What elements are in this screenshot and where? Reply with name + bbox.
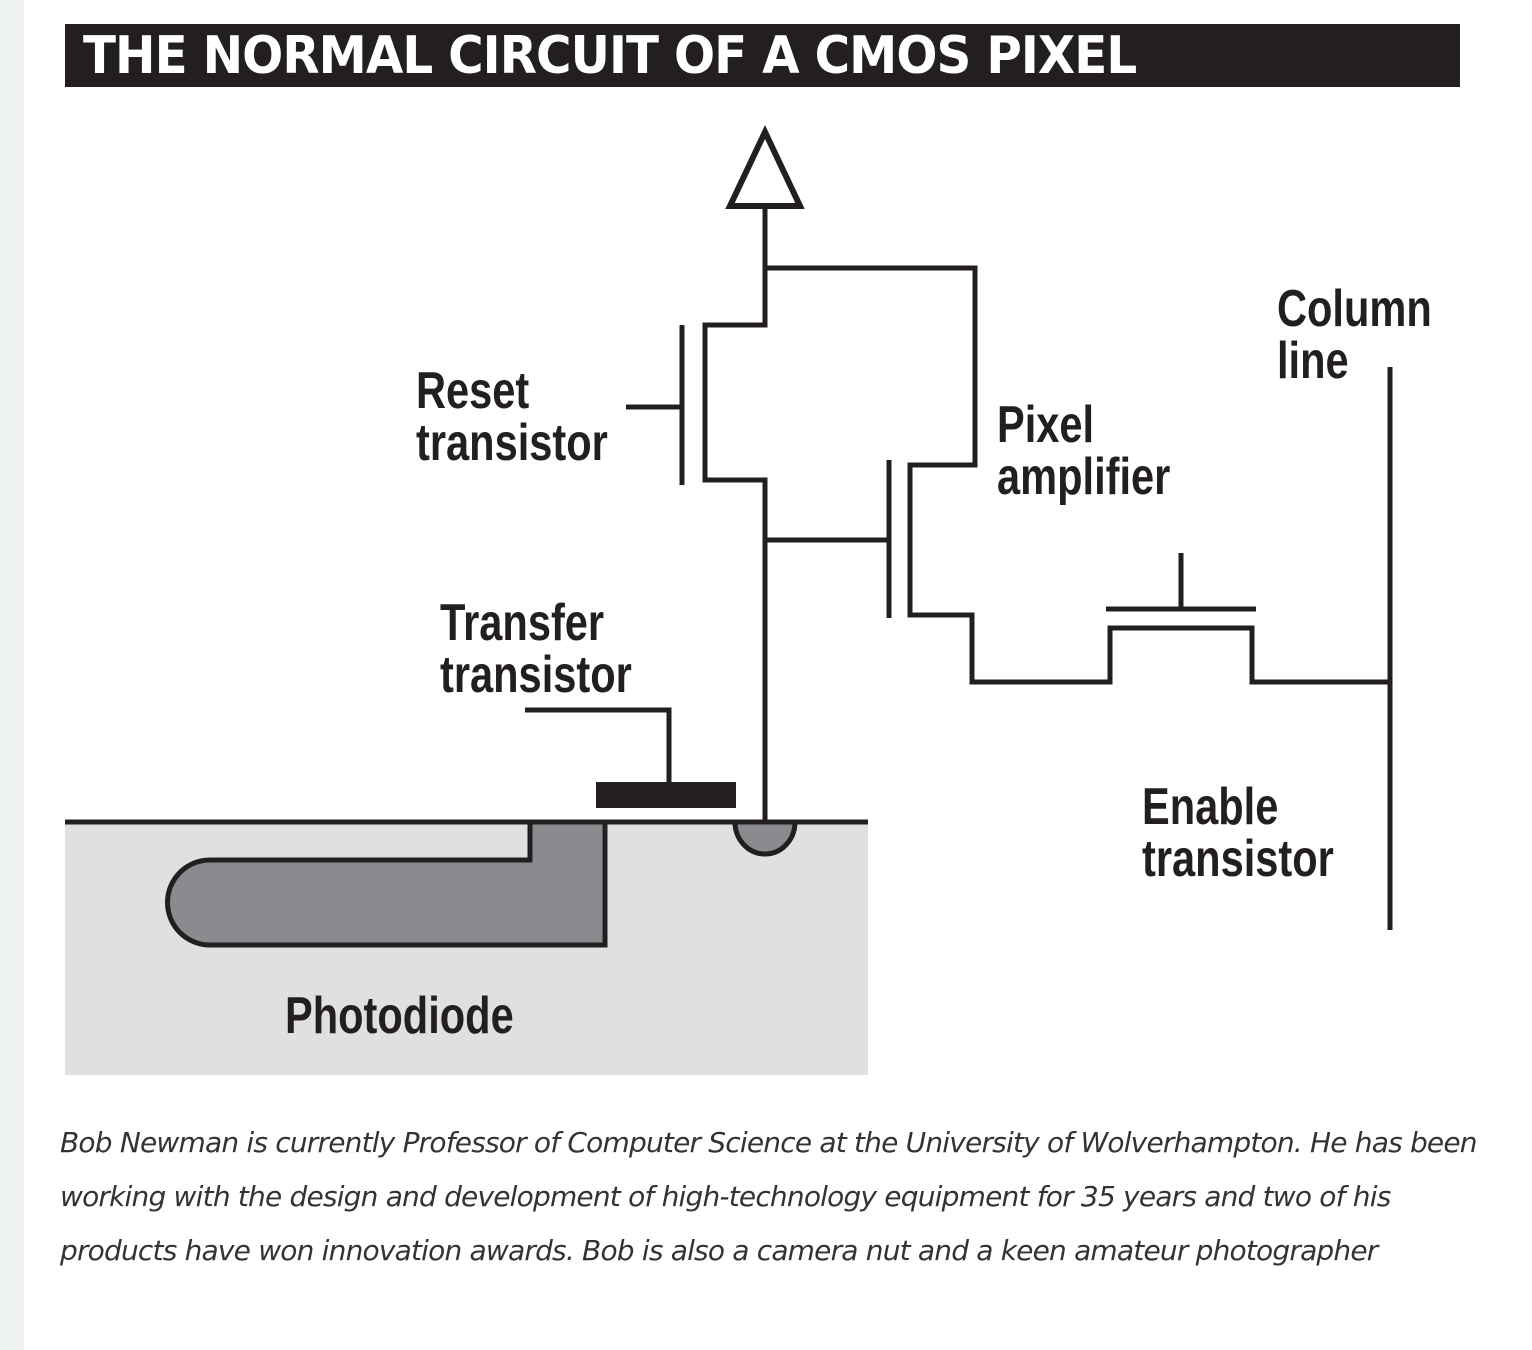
sense-node bbox=[732, 819, 798, 857]
supply-triangle bbox=[725, 124, 805, 209]
diagram-title-bar: THE NORMAL CIRCUIT OF A CMOS PIXEL bbox=[65, 24, 1460, 87]
main-node-wire bbox=[702, 207, 768, 822]
reset-label-1: Reset bbox=[416, 361, 530, 420]
transfer-wire bbox=[525, 707, 672, 782]
enable-label-1: Enable bbox=[1142, 777, 1278, 836]
column-label-2: line bbox=[1277, 331, 1349, 390]
author-bio-caption: Bob Newman is currently Professor of Com… bbox=[60, 1126, 1478, 1267]
amplifier-label-1: Pixel bbox=[997, 395, 1094, 454]
photodiode-label: Photodiode bbox=[285, 986, 514, 1045]
photodiode-region bbox=[165, 822, 608, 948]
amplifier-label-2: amplifier bbox=[997, 447, 1170, 506]
reset-label-2: transistor bbox=[416, 413, 608, 472]
transfer-gate bbox=[596, 782, 736, 808]
column-label-1: Column bbox=[1277, 279, 1432, 338]
transfer-label-2: transistor bbox=[440, 645, 632, 704]
transfer-label-1: Transfer bbox=[440, 593, 604, 652]
supply-wire bbox=[765, 265, 1390, 685]
diagram-title: THE NORMAL CIRCUIT OF A CMOS PIXEL bbox=[83, 26, 1137, 86]
circuit-wires bbox=[626, 207, 1393, 930]
page-sidebar-strip bbox=[0, 0, 24, 1350]
enable-label-2: transistor bbox=[1142, 829, 1334, 888]
